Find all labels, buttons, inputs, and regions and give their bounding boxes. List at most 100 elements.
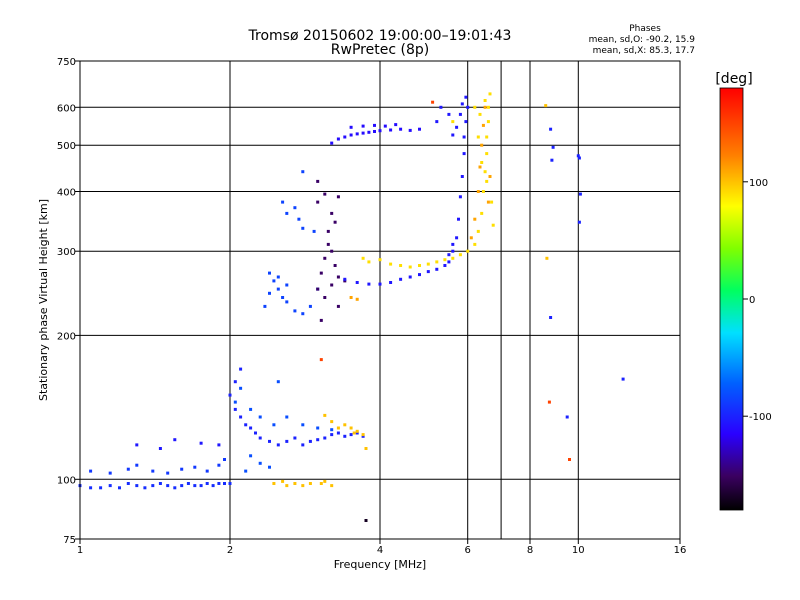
data-point	[323, 256, 327, 260]
data-point	[464, 95, 468, 99]
data-point	[276, 287, 280, 291]
data-point	[336, 431, 340, 435]
data-point	[211, 484, 215, 488]
data-point	[323, 413, 327, 417]
data-point	[435, 267, 439, 271]
data-point	[118, 486, 121, 490]
data-point	[323, 436, 327, 440]
data-point	[462, 135, 466, 139]
data-point	[576, 154, 580, 158]
data-point	[217, 482, 221, 485]
data-point	[233, 407, 237, 411]
data-point	[308, 482, 312, 485]
data-point	[254, 431, 257, 435]
data-point	[336, 426, 340, 430]
data-point	[367, 260, 371, 264]
data-point	[458, 195, 462, 199]
colorbar-tick-label: -100	[749, 412, 772, 423]
data-point	[480, 143, 484, 147]
data-point	[249, 407, 253, 411]
data-point	[378, 258, 382, 262]
data-point	[488, 92, 492, 96]
data-point	[549, 127, 553, 131]
data-point	[399, 127, 403, 131]
data-point	[249, 426, 253, 430]
y-tick-label: 600	[57, 103, 76, 114]
data-point	[550, 158, 554, 162]
data-point	[352, 431, 356, 435]
data-point	[272, 423, 276, 427]
data-point	[336, 304, 340, 308]
data-point	[223, 482, 226, 485]
data-point	[451, 249, 455, 253]
data-point	[551, 145, 555, 149]
data-point	[205, 469, 209, 473]
y-tick-label: 300	[57, 247, 76, 258]
data-point	[333, 264, 337, 267]
data-point	[473, 105, 477, 109]
data-point	[464, 120, 468, 124]
data-point	[408, 265, 412, 269]
data-point	[485, 179, 489, 183]
y-tick-label: 75	[63, 535, 76, 546]
data-point	[281, 200, 285, 204]
data-point	[443, 264, 447, 267]
data-point	[364, 519, 368, 522]
data-point	[466, 249, 470, 253]
data-point	[319, 271, 323, 275]
data-point	[577, 156, 581, 160]
data-point	[355, 281, 359, 284]
data-point	[447, 253, 451, 257]
data-point	[486, 105, 490, 109]
data-point	[301, 484, 305, 488]
data-point	[285, 484, 289, 488]
data-point	[431, 100, 435, 104]
data-point	[491, 223, 495, 227]
data-point	[426, 262, 430, 266]
data-point	[355, 429, 359, 433]
data-point	[151, 469, 155, 473]
data-point	[460, 175, 464, 178]
data-point	[316, 179, 320, 183]
data-point	[268, 465, 271, 469]
data-point	[389, 128, 393, 132]
data-point	[408, 128, 412, 132]
data-point	[408, 275, 412, 279]
data-point	[355, 132, 359, 136]
data-point	[276, 380, 280, 384]
data-point	[326, 229, 330, 233]
chart-subtitle: RwPretec (8p)	[331, 42, 429, 58]
data-point	[485, 152, 489, 156]
data-point	[486, 120, 490, 124]
data-point	[451, 256, 455, 260]
data-point	[361, 124, 365, 128]
data-point	[476, 229, 480, 233]
data-point	[285, 283, 289, 287]
colorbar-tick-label: 0	[749, 295, 755, 306]
colorbar: [deg] 100 0 -100	[715, 71, 772, 511]
data-point	[285, 300, 289, 304]
data-point	[330, 141, 334, 145]
data-point	[478, 165, 482, 169]
data-point	[268, 439, 271, 443]
data-point	[301, 423, 305, 427]
data-point	[268, 291, 271, 295]
data-point	[373, 130, 376, 133]
data-point	[217, 463, 221, 467]
data-point	[565, 415, 569, 419]
data-point	[577, 220, 581, 224]
data-point	[478, 112, 482, 116]
data-point	[326, 242, 330, 246]
data-point	[447, 112, 451, 116]
data-point	[333, 220, 337, 224]
data-point	[466, 105, 470, 109]
data-point	[268, 271, 271, 275]
data-point	[316, 438, 320, 442]
data-point	[483, 99, 487, 102]
data-point	[462, 152, 466, 156]
data-point	[308, 304, 312, 308]
data-point	[126, 482, 130, 485]
data-point	[217, 443, 221, 447]
data-point	[301, 312, 305, 316]
